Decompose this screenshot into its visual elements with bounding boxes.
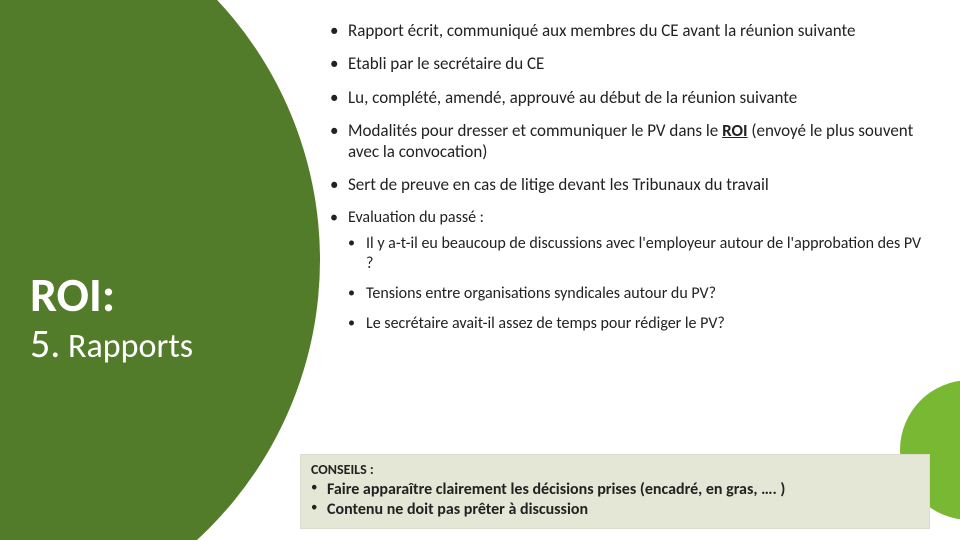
bullet-6: Evaluation du passé : Il y a-t-il eu bea… bbox=[330, 208, 930, 334]
sub-bullet-3: Le secrétaire avait-il assez de temps po… bbox=[348, 314, 930, 334]
conseils-item-1: Faire apparaître clairement les décision… bbox=[311, 480, 919, 500]
bullet-1: Rapport écrit, communiqué aux membres du… bbox=[330, 20, 930, 41]
conseils-item-2: Contenu ne doit pas prêter à discussion bbox=[311, 500, 919, 520]
conseils-head: CONSEILS : bbox=[311, 461, 919, 478]
bullet-2: Etabli par le secrétaire du CE bbox=[330, 53, 930, 74]
bullet-4-pre: Modalités pour dresser et communiquer le… bbox=[348, 120, 722, 141]
conseils-box: CONSEILS : Faire apparaître clairement l… bbox=[300, 454, 930, 529]
bullet-5: Sert de preuve en cas de litige devant l… bbox=[330, 174, 930, 195]
sub-bullets: Il y a-t-il eu beaucoup de discussions a… bbox=[348, 234, 930, 334]
main-bullets: Rapport écrit, communiqué aux membres du… bbox=[330, 20, 930, 334]
sub-bullet-1: Il y a-t-il eu beaucoup de discussions a… bbox=[348, 234, 930, 274]
sub-bullet-2: Tensions entre organisations syndicales … bbox=[348, 284, 930, 304]
conseils-list: Faire apparaître clairement les décision… bbox=[311, 480, 919, 520]
title-num: 5. bbox=[30, 319, 60, 368]
bullet-4-roi: ROI bbox=[722, 120, 747, 141]
bullet-4: Modalités pour dresser et communiquer le… bbox=[330, 120, 930, 163]
bullet-3: Lu, complété, amendé, approuvé au début … bbox=[330, 87, 930, 108]
slide: ROI: 5. Rapports Rapport écrit, communiq… bbox=[0, 0, 960, 540]
title-line2: 5. Rapports bbox=[30, 322, 193, 366]
title-text: Rapports bbox=[60, 326, 193, 367]
bullet-6-text: Evaluation du passé : bbox=[348, 208, 484, 227]
title-block: ROI: 5. Rapports bbox=[30, 270, 193, 366]
content-area: Rapport écrit, communiqué aux membres du… bbox=[330, 20, 930, 344]
title-line1: ROI: bbox=[30, 270, 193, 320]
